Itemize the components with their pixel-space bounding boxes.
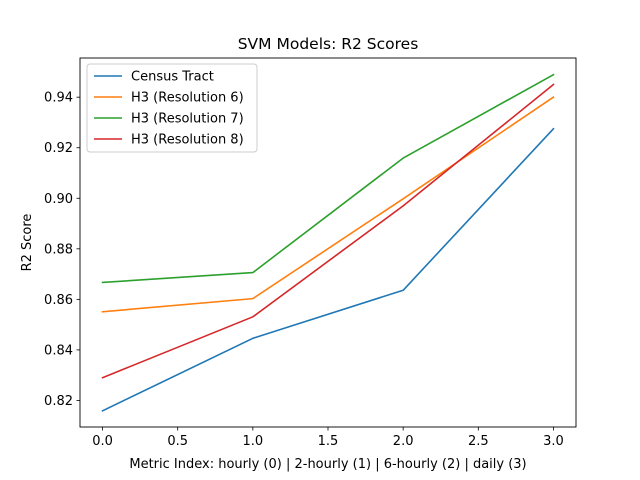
- series-line-3: [101, 73, 555, 284]
- legend-box: [86, 63, 258, 153]
- legend-label: H3 (Resolution 8): [131, 133, 244, 148]
- plot-area-frame: [79, 57, 577, 428]
- x-tick-label: 0.5: [167, 434, 188, 449]
- x-tick-label: 0.0: [92, 434, 113, 449]
- x-axis-ticks: 0.0 0.5 1.0 1.5 2.0 2.5 3.0: [92, 427, 564, 449]
- y-tick-label: 0.86: [44, 293, 73, 308]
- y-tick-label: 0.88: [44, 242, 73, 257]
- y-axis-ticks: 0.82 0.84 0.86 0.88 0.90 0.92 0.94: [44, 91, 80, 409]
- legend-label: H3 (Resolution 6): [131, 91, 244, 106]
- series-line-2: [101, 96, 555, 313]
- x-tick-label: 2.5: [468, 434, 489, 449]
- x-tick-label: 1.0: [243, 434, 264, 449]
- series-layer: [101, 73, 555, 412]
- y-tick-label: 0.92: [44, 141, 73, 156]
- legend-label: H3 (Resolution 7): [131, 112, 244, 127]
- legend-items: Census Tract H3 (Resolution 6) H3 (Resolut…: [94, 70, 244, 148]
- x-tick-label: 2.0: [393, 434, 414, 449]
- y-tick-label: 0.82: [44, 394, 73, 409]
- x-tick-label: 3.0: [543, 434, 564, 449]
- legend-label: Census Tract: [131, 70, 214, 85]
- series-line-4: [101, 83, 555, 379]
- legend: Census Tract H3 (Resolution 6) H3 (Resolut…: [86, 63, 258, 153]
- x-tick-label: 1.5: [318, 434, 339, 449]
- x-axis-label: Metric Index: hourly (0) | 2-hourly (1) …: [129, 457, 526, 472]
- y-tick-label: 0.84: [44, 343, 73, 358]
- y-tick-label: 0.90: [44, 192, 73, 207]
- y-axis-label: R2 Score: [20, 214, 35, 272]
- chart-title: SVM Models: R2 Scores: [238, 35, 419, 53]
- series-line-1: [101, 127, 555, 412]
- y-tick-label: 0.94: [44, 91, 73, 106]
